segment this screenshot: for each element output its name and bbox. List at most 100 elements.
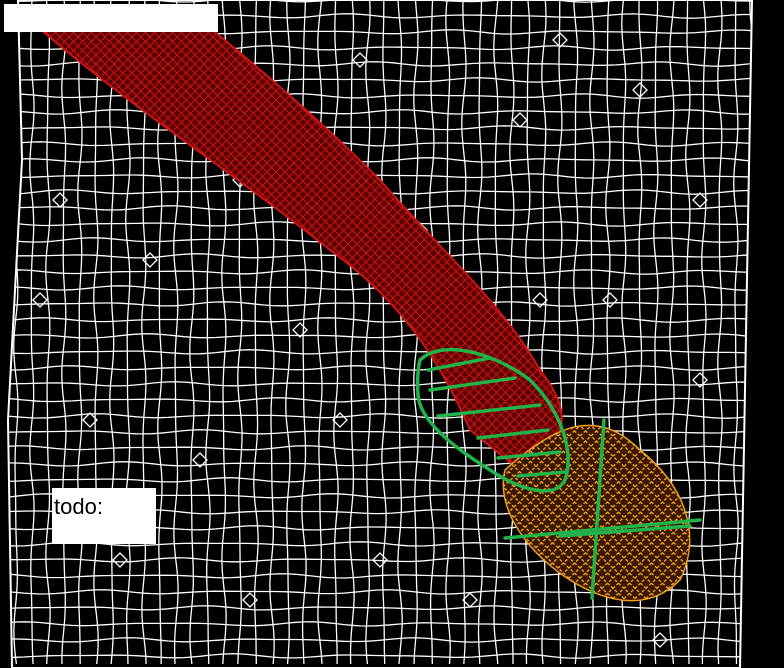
vessel-mesh-line — [30, 20, 278, 470]
tip-mesh-line — [761, 400, 784, 640]
tip-mesh-line — [161, 400, 421, 640]
tip-mesh-line — [503, 425, 653, 601]
tip-mesh-line — [503, 425, 690, 601]
tip-mesh-line — [205, 400, 465, 640]
mesh-cell — [192, 452, 208, 468]
mesh-line — [733, 0, 739, 665]
mesh-line — [766, 0, 770, 664]
tip-mesh-line — [717, 400, 784, 640]
vessel-mesh-line — [752, 0, 784, 560]
mesh-line — [317, 0, 323, 665]
mesh-line — [8, 317, 752, 323]
mesh-cell — [652, 632, 668, 648]
mesh-line — [8, 621, 752, 627]
vessel-mesh-line — [30, 20, 53, 470]
vessel-mesh-line — [743, 0, 784, 560]
mesh-cell — [372, 552, 388, 568]
mesh-line — [717, 0, 723, 665]
vessel-mesh-line — [0, 0, 25, 560]
mesh-line — [701, 0, 707, 664]
tip-mesh-line — [503, 425, 670, 601]
mesh-line — [61, 0, 67, 665]
mesh-line — [8, 605, 752, 611]
vessel-mesh-line — [30, 20, 71, 470]
mesh-line — [29, 0, 35, 665]
tip-mesh-line — [183, 400, 443, 640]
title-bar — [4, 4, 218, 32]
annotation-hatch — [428, 376, 517, 392]
mesh-line — [8, 397, 752, 403]
mesh-line — [8, 125, 752, 131]
tip-mesh-line — [534, 425, 690, 601]
vessel-mesh-line — [779, 0, 784, 560]
tip-mesh-line — [503, 425, 690, 601]
tip-mesh-line — [695, 400, 784, 640]
vessel-mesh-line — [680, 0, 784, 560]
mesh-line — [349, 0, 355, 665]
annotation-hatch — [436, 403, 542, 418]
mesh-line — [8, 429, 752, 435]
vessel-mesh-line — [30, 20, 305, 470]
mesh-line — [541, 0, 547, 665]
mesh-line — [8, 653, 752, 659]
vessel-mesh-line — [30, 20, 224, 470]
mesh-line — [93, 0, 99, 665]
tip-mesh-line — [507, 425, 690, 601]
mesh-cell — [112, 552, 128, 568]
tip-mesh-line — [750, 400, 784, 640]
tip-mesh-line — [503, 425, 659, 601]
vessel-mesh-line — [30, 20, 89, 470]
mesh-line — [8, 349, 752, 355]
vessel-mesh-line — [30, 20, 562, 470]
tip-mesh-line — [772, 400, 784, 640]
tip-mesh-line — [503, 425, 675, 601]
annotation-hatch — [516, 470, 567, 478]
tip-mesh-line — [503, 425, 690, 601]
annotation-ellipse — [415, 347, 570, 493]
vessel-mesh-line — [734, 0, 784, 560]
tip-mesh-line — [503, 425, 690, 601]
mesh-cell — [532, 292, 548, 308]
mesh-cell — [692, 372, 708, 388]
mesh-line — [8, 413, 752, 419]
mesh-cell — [142, 252, 158, 268]
mesh-cell — [32, 292, 48, 308]
tip-mesh-line — [503, 425, 681, 601]
tip-mesh-line — [503, 425, 690, 601]
vessel-mesh-line — [30, 20, 215, 470]
vessel-mesh-line — [680, 0, 784, 560]
green-annotation — [415, 347, 702, 600]
vessel-mesh-line — [30, 20, 260, 470]
mesh-line — [109, 0, 115, 665]
tip-mesh-line — [503, 425, 690, 601]
tip-mesh-line — [503, 425, 690, 601]
mesh-cell — [632, 82, 648, 98]
vessel-mesh-line — [30, 20, 44, 470]
todo-note: todo: — [52, 488, 156, 544]
vessel-mesh-line — [761, 0, 784, 560]
vessel-mesh-line — [752, 0, 784, 560]
vessel-mesh-line — [770, 0, 784, 560]
vessel-mesh-line — [743, 0, 784, 560]
vessel-mesh-line — [671, 0, 784, 560]
vessel-mesh-line — [30, 20, 251, 470]
tip-mesh-line — [529, 425, 690, 601]
vessel-mesh-line — [30, 20, 233, 470]
tip-mesh-line — [503, 425, 686, 601]
mesh-line — [0, 0, 2, 664]
mesh-line — [13, 0, 19, 665]
mesh-cell — [352, 52, 368, 68]
mesh-cell — [552, 32, 568, 48]
mesh-cell — [602, 292, 618, 308]
mesh-line — [525, 0, 531, 665]
tip-mesh-line — [233, 400, 493, 640]
vessel-mesh-line — [770, 0, 784, 560]
mesh-cell — [292, 322, 308, 338]
mesh-line — [8, 365, 752, 371]
tip-mesh-line — [150, 400, 410, 640]
mesh-cell — [332, 412, 348, 428]
mesh-cell — [692, 192, 708, 208]
tip-mesh-line — [503, 425, 690, 601]
mesh-line — [8, 93, 752, 99]
